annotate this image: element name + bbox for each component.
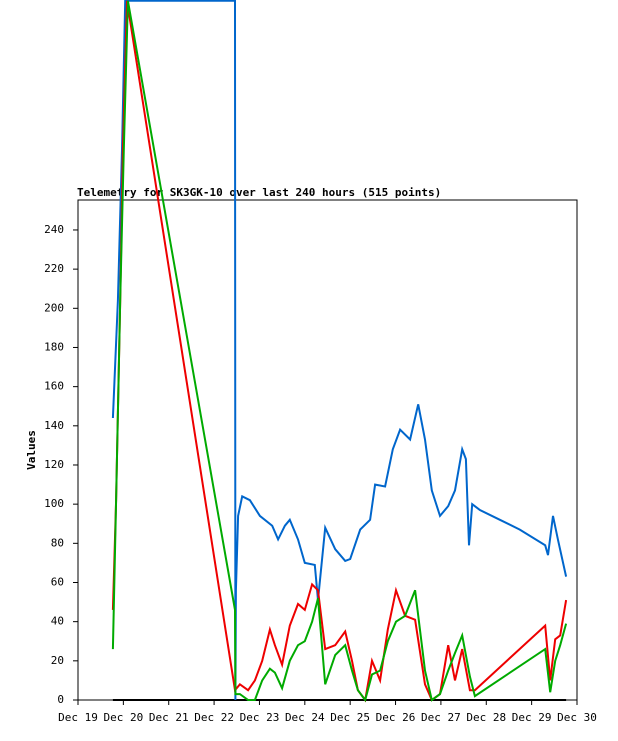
series-line <box>111 0 568 703</box>
x-tick-label: Dec 25 <box>330 711 370 724</box>
y-tick-label: 220 <box>44 262 64 275</box>
y-tick-label: 180 <box>44 340 64 353</box>
x-tick-label: Dec 27 <box>421 711 461 724</box>
x-tick-label: Dec 30 <box>557 711 597 724</box>
x-tick-label: Dec 23 <box>240 711 280 724</box>
chart-title: Telemetry for SK3GK-10 over last 240 hou… <box>77 186 441 199</box>
y-tick-label: 0 <box>57 693 64 706</box>
series-line <box>111 0 568 701</box>
x-tick-label: Dec 24 <box>285 711 325 724</box>
x-tick-label: Dec 20 <box>103 711 143 724</box>
plot-frame <box>77 199 578 701</box>
y-tick-label: 140 <box>44 419 64 432</box>
y-tick-label: 20 <box>51 654 64 667</box>
y-tick-label: 40 <box>51 615 64 628</box>
x-tick-label: Dec 29 <box>512 711 552 724</box>
x-tick-label: Dec 26 <box>376 711 416 724</box>
x-tick-label: Dec 28 <box>466 711 506 724</box>
x-tick-label: Dec 22 <box>194 711 234 724</box>
y-tick-label: 120 <box>44 458 64 471</box>
y-tick-label: 200 <box>44 301 64 314</box>
x-tick-label: Dec 19 <box>58 711 98 724</box>
y-tick-label: 240 <box>44 223 64 236</box>
series-line <box>111 0 568 703</box>
y-tick-label: 80 <box>51 536 64 549</box>
y-axis-label: Values <box>25 430 38 470</box>
x-tick-label: Dec 21 <box>149 711 189 724</box>
y-tick-label: 160 <box>44 380 64 393</box>
y-tick-label: 100 <box>44 497 64 510</box>
y-tick-label: 60 <box>51 575 64 588</box>
